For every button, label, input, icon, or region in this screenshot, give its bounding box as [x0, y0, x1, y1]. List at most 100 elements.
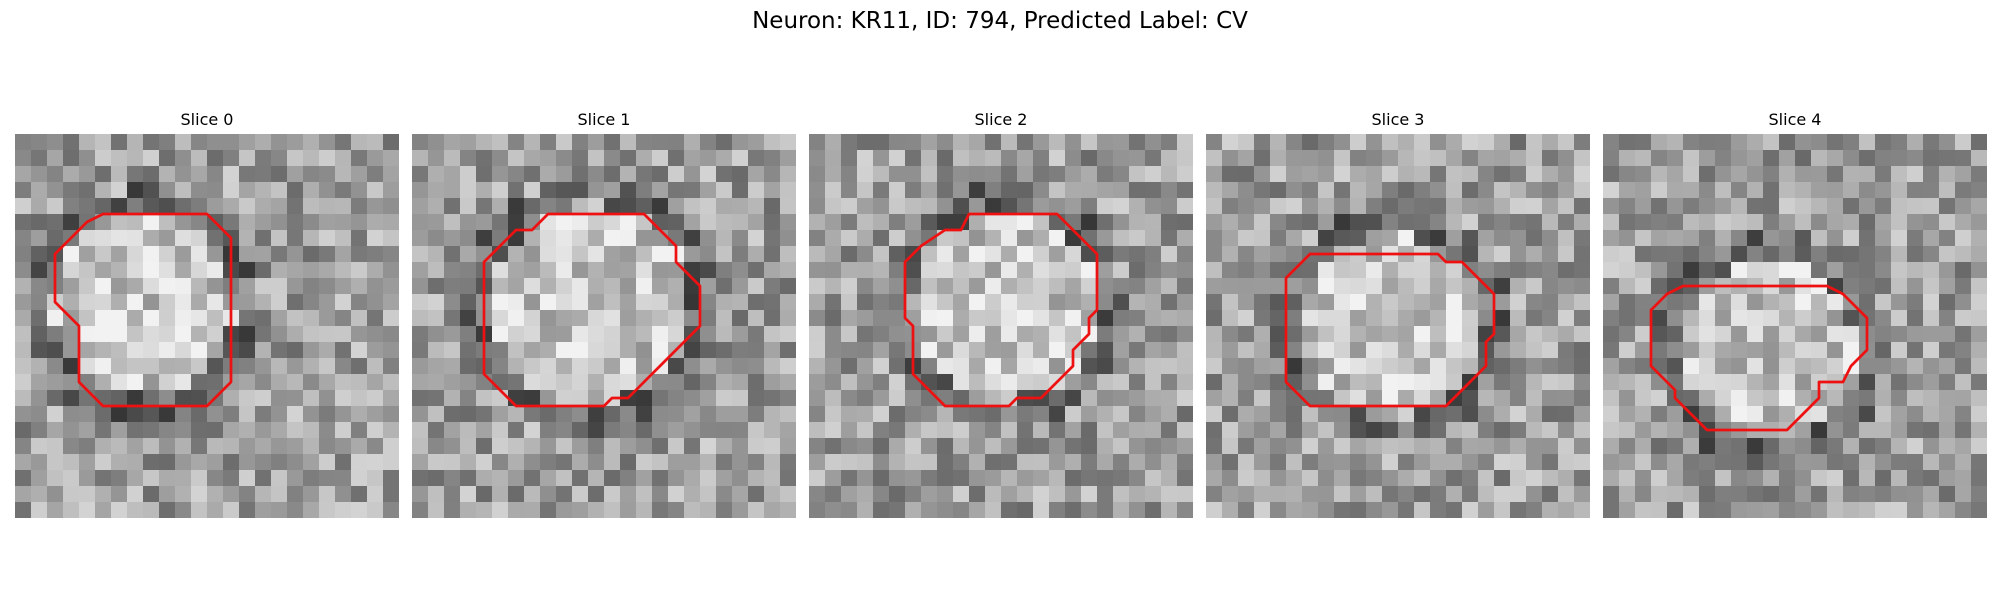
- pixel: [460, 502, 477, 518]
- pixel: [1699, 342, 1716, 359]
- pixel: [31, 310, 48, 327]
- pixel: [1526, 278, 1543, 295]
- pixel: [444, 262, 461, 279]
- pixel: [1574, 310, 1590, 327]
- pixel: [383, 374, 399, 391]
- pixel: [1065, 166, 1082, 183]
- pixel: [1939, 166, 1956, 183]
- pixel: [1129, 422, 1146, 439]
- pixel: [556, 150, 573, 167]
- pixel: [1955, 182, 1972, 199]
- pixel: [1558, 454, 1575, 471]
- pixel: [937, 406, 954, 423]
- pixel: [841, 150, 858, 167]
- pixel: [1795, 438, 1812, 455]
- pixel: [207, 326, 224, 343]
- pixel: [1414, 326, 1431, 343]
- pixel: [1667, 374, 1684, 391]
- pixel: [1542, 214, 1559, 231]
- pixel: [905, 310, 922, 327]
- pixel: [732, 422, 749, 439]
- pixel: [732, 278, 749, 295]
- pixel: [905, 166, 922, 183]
- pixel: [780, 230, 796, 247]
- pixel: [1731, 310, 1748, 327]
- pixel: [1113, 278, 1130, 295]
- pixel: [143, 454, 160, 471]
- pixel: [1097, 358, 1114, 375]
- pixel: [428, 278, 445, 295]
- pixel: [857, 454, 874, 471]
- pixel: [764, 198, 781, 215]
- pixel: [1907, 134, 1924, 151]
- pixel: [1603, 246, 1620, 263]
- pixel: [255, 278, 272, 295]
- pixel: [367, 278, 384, 295]
- pixel: [95, 486, 112, 503]
- pixel: [1875, 390, 1892, 407]
- pixel: [476, 214, 493, 231]
- pixel: [937, 438, 954, 455]
- pixel: [95, 198, 112, 215]
- pixel: [79, 502, 96, 518]
- pixel: [636, 262, 653, 279]
- pixel: [1651, 278, 1668, 295]
- pixel: [1795, 182, 1812, 199]
- pixel: [255, 422, 272, 439]
- pixel: [873, 470, 890, 487]
- pixel: [1619, 150, 1636, 167]
- pixel: [825, 390, 842, 407]
- pixel: [588, 454, 605, 471]
- pixel: [287, 310, 304, 327]
- pixel: [1350, 198, 1367, 215]
- pixel: [556, 470, 573, 487]
- pixel: [905, 438, 922, 455]
- pixel: [841, 182, 858, 199]
- pixel: [1971, 294, 1987, 311]
- pixel: [1715, 406, 1732, 423]
- pixel: [383, 406, 399, 423]
- pixel: [1302, 486, 1319, 503]
- pixel: [1731, 246, 1748, 263]
- pixel: [223, 390, 240, 407]
- panel-title: Slice 3: [1371, 110, 1425, 129]
- pixel: [1510, 358, 1527, 375]
- pixel: [1302, 406, 1319, 423]
- pixel: [1161, 358, 1178, 375]
- pixel: [1254, 390, 1271, 407]
- pixel: [1619, 454, 1636, 471]
- pixel: [969, 294, 986, 311]
- pixel: [1017, 470, 1034, 487]
- pixel: [684, 278, 701, 295]
- pixel: [383, 166, 399, 183]
- pixel: [1683, 134, 1700, 151]
- pixel: [159, 358, 176, 375]
- pixel: [1270, 230, 1287, 247]
- pixel: [889, 438, 906, 455]
- pixel: [1955, 342, 1972, 359]
- pixel: [1811, 294, 1828, 311]
- pixel: [732, 374, 749, 391]
- pixel: [857, 150, 874, 167]
- pixel: [684, 214, 701, 231]
- pixel: [1334, 198, 1351, 215]
- pixel: [588, 262, 605, 279]
- pixel: [1558, 502, 1575, 518]
- pixel: [1065, 438, 1082, 455]
- pixel: [1731, 150, 1748, 167]
- pixel: [937, 214, 954, 231]
- pixel: [604, 214, 621, 231]
- pixel: [47, 182, 64, 199]
- pixel: [175, 358, 192, 375]
- pixel: [809, 422, 826, 439]
- pixel: [460, 166, 477, 183]
- pixel: [95, 182, 112, 199]
- pixel: [1971, 406, 1987, 423]
- pixel: [1683, 470, 1700, 487]
- pixel: [572, 134, 589, 151]
- pixel: [175, 438, 192, 455]
- pixel: [1446, 342, 1463, 359]
- pixel: [1763, 294, 1780, 311]
- pixel: [969, 134, 986, 151]
- pixel: [1939, 134, 1956, 151]
